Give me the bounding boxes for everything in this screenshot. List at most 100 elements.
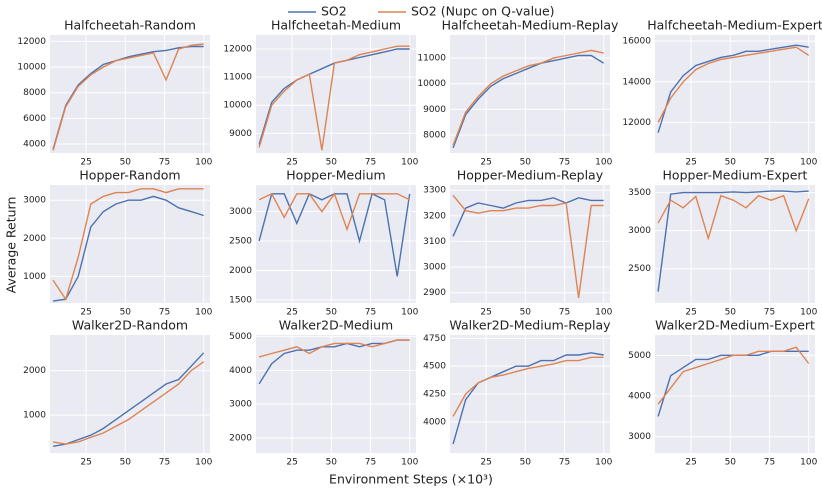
x-tick-label: 50 (725, 158, 737, 168)
y-tick-label: 11000 (417, 54, 446, 64)
series-line (52, 43, 204, 151)
series-line (452, 194, 604, 298)
y-tick-label: 3100 (423, 237, 446, 247)
panel-title: Halfcheetah-Random (64, 18, 196, 33)
x-tick-label: 100 (800, 158, 817, 168)
y-tick-label: 9000 (423, 105, 446, 115)
x-tick-label: 75 (159, 308, 170, 318)
y-tick-label: 2000 (229, 433, 252, 443)
y-tick-label: 2000 (23, 234, 46, 244)
legend-label: SO2 (Nupc on Q-value) (411, 4, 555, 19)
y-tick-label: 2000 (23, 366, 46, 376)
y-tick-label: 4000 (423, 417, 446, 427)
y-tick-label: 10000 (223, 101, 252, 111)
x-tick-label: 50 (520, 158, 532, 168)
y-tick-label: 3000 (423, 263, 446, 273)
panel-title: Hopper-Medium (286, 168, 385, 183)
y-tick-label: 10000 (417, 79, 446, 89)
panel-title: Hopper-Medium-Replay (457, 168, 604, 183)
y-tick-label: 4000 (23, 140, 46, 150)
plot-background (655, 35, 815, 153)
y-axis-label: Average Return (4, 197, 19, 294)
plot-background (256, 335, 416, 453)
plot-background (655, 335, 815, 453)
y-tick-label: 8000 (23, 88, 46, 98)
x-tick-label: 75 (559, 158, 570, 168)
y-tick-label: 9000 (229, 129, 252, 139)
series-line (657, 346, 810, 405)
x-tick-label: 50 (520, 308, 532, 318)
x-tick-label: 75 (365, 158, 376, 168)
x-tick-label: 50 (326, 158, 338, 168)
x-tick-label: 100 (401, 158, 418, 168)
y-tick-label: 10000 (17, 63, 46, 73)
legend-label: SO2 (321, 4, 347, 19)
panel-title: Halfcheetah-Medium-Replay (442, 18, 619, 33)
x-tick-label: 75 (764, 458, 775, 468)
panel-title: Walker2D-Medium-Expert (655, 318, 815, 333)
y-tick-label: 3000 (628, 432, 651, 442)
series-line (452, 356, 604, 417)
x-tick-label: 100 (800, 308, 817, 318)
y-tick-label: 4000 (229, 366, 252, 376)
x-tick-label: 50 (725, 458, 737, 468)
x-tick-label: 100 (595, 158, 612, 168)
y-tick-label: 12000 (17, 37, 46, 47)
y-tick-label: 5000 (229, 332, 252, 342)
x-tick-label: 75 (559, 458, 570, 468)
x-tick-label: 50 (725, 308, 737, 318)
y-tick-label: 16000 (622, 37, 651, 47)
x-tick-label: 100 (401, 308, 418, 318)
x-tick-label: 100 (195, 158, 212, 168)
y-tick-label: 4750 (423, 334, 446, 344)
series-line (52, 195, 204, 302)
y-tick-label: 2500 (628, 264, 651, 274)
y-tick-label: 2900 (423, 288, 446, 298)
series-line (657, 44, 809, 133)
series-line (52, 352, 205, 447)
x-tick-label: 100 (595, 308, 612, 318)
plot-background (50, 335, 210, 453)
y-tick-label: 3200 (423, 211, 446, 221)
y-tick-label: 4000 (628, 392, 651, 402)
series-line (258, 339, 410, 358)
x-tick-label: 50 (326, 458, 338, 468)
x-tick-label: 50 (520, 458, 532, 468)
y-tick-label: 1500 (229, 296, 252, 306)
y-tick-label: 12000 (223, 45, 252, 55)
y-tick-label: 2000 (229, 266, 252, 276)
panel-title: Halfcheetah-Medium-Expert (647, 18, 822, 33)
plot-background (50, 185, 210, 303)
x-tick-label: 75 (764, 308, 775, 318)
x-tick-label: 50 (326, 308, 338, 318)
x-tick-label: 75 (159, 458, 170, 468)
y-tick-label: 3000 (229, 207, 252, 217)
x-tick-label: 25 (480, 308, 491, 318)
y-tick-label: 1000 (23, 411, 46, 421)
x-tick-label: 75 (365, 458, 376, 468)
plot-background (450, 35, 610, 153)
x-tick-label: 75 (764, 158, 775, 168)
y-tick-label: 3000 (23, 196, 46, 206)
series-line (452, 54, 605, 149)
y-tick-label: 2500 (229, 237, 252, 247)
x-tick-label: 25 (286, 308, 297, 318)
x-tick-label: 100 (800, 458, 817, 468)
x-tick-label: 25 (80, 158, 91, 168)
plot-background (450, 185, 610, 303)
x-tick-label: 50 (120, 308, 132, 318)
x-tick-label: 25 (80, 308, 91, 318)
x-tick-label: 100 (195, 308, 212, 318)
x-tick-label: 50 (120, 158, 132, 168)
series-line (657, 194, 810, 241)
x-tick-label: 75 (559, 308, 570, 318)
series-line (657, 190, 809, 292)
series-line (452, 197, 604, 237)
x-tick-label: 25 (480, 158, 491, 168)
x-tick-label: 25 (80, 458, 91, 468)
panel-title: Walker2D-Medium-Replay (449, 318, 611, 333)
y-tick-label: 11000 (223, 73, 252, 83)
panel-title: Hopper-Medium-Expert (663, 168, 808, 183)
x-tick-label: 25 (286, 158, 297, 168)
